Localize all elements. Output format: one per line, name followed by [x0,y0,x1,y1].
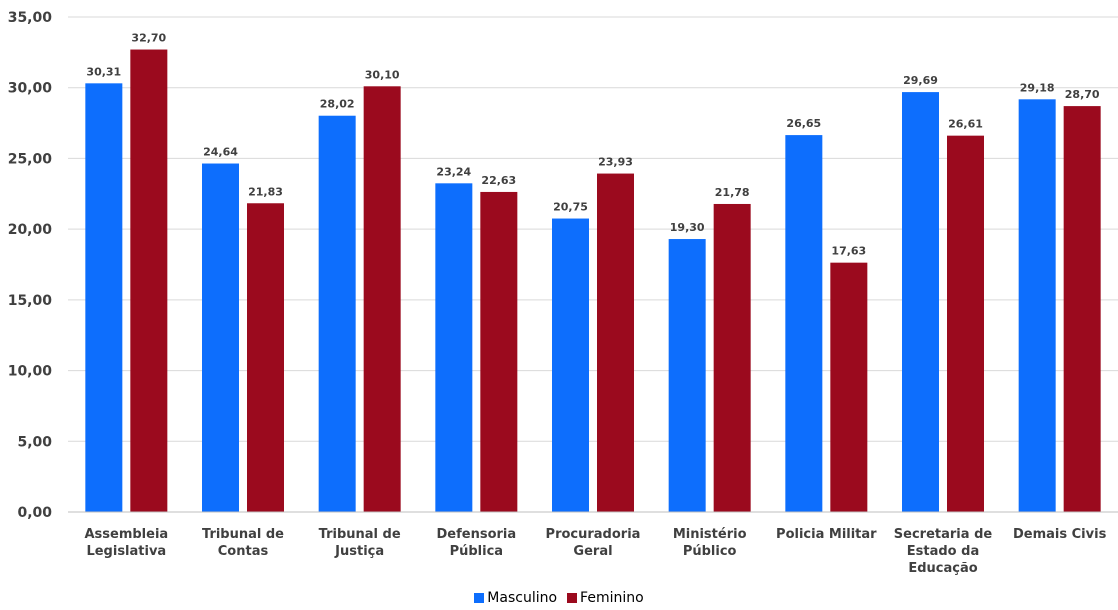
bar-masculino-2 [318,115,356,513]
x-tick-label: Demais Civis [1013,527,1107,542]
data-label-masculino-1: 24,64 [203,146,238,159]
bar-masculino-1 [202,163,239,512]
bar-masculino-4 [552,218,589,513]
data-label-masculino-8: 29,18 [1020,81,1055,94]
data-label-masculino-6: 26,65 [786,117,821,130]
data-label-feminino-3: 22,63 [481,174,516,187]
data-label-feminino-1: 21,83 [248,185,283,198]
bar-feminino-3 [480,191,518,512]
data-label-feminino-5: 21,78 [715,186,750,199]
bar-feminino-7 [947,135,984,512]
data-label-masculino-5: 19,30 [670,221,705,234]
y-tick-label: 15,00 [8,293,53,309]
bar-masculino-7 [902,92,939,512]
data-label-feminino-6: 17,63 [831,245,866,258]
x-tick-label: Policia Militar [776,527,877,542]
y-tick-label: 10,00 [8,364,53,380]
legend-swatch-masculino [474,593,485,603]
y-tick-label: 30,00 [8,81,53,97]
bar-feminino-6 [830,262,868,512]
bar-masculino-0 [85,83,123,512]
bar-masculino-5 [668,239,706,513]
x-tick-label: Assembleia Legislativa [84,527,168,559]
data-label-masculino-3: 23,24 [436,165,471,178]
bar-masculino-8 [1018,99,1056,512]
legend: Masculino Feminino [0,590,1118,606]
data-label-feminino-4: 23,93 [598,156,633,169]
bar-chart: 0,00 5,00 10,00 15,00 20,00 25,00 30,00 35,00 30… [8,10,1118,576]
data-label-masculino-4: 20,75 [553,201,588,214]
y-tick-label: 0,00 [17,505,52,521]
y-tick-label: 5,00 [17,434,52,450]
bar-feminino-0 [130,49,168,513]
bar-feminino-4 [597,173,634,512]
data-label-feminino-7: 26,61 [948,118,983,131]
bar-masculino-3 [435,183,473,512]
legend-label-masculino: Masculino [487,590,558,606]
x-tick-label: Tribunal de Justiça [319,527,401,559]
data-label-feminino-2: 30,10 [365,68,400,81]
y-tick-label: 25,00 [8,151,53,167]
bar-feminino-1 [247,203,284,513]
data-label-masculino-2: 28,02 [320,98,355,111]
data-label-masculino-7: 29,69 [903,74,938,87]
y-tick-label: 35,00 [8,10,53,26]
legend-item-masculino: Masculino [474,590,557,606]
bar-feminino-5 [713,203,751,512]
legend-item-feminino: Feminino [567,590,644,606]
bar-feminino-8 [1063,106,1101,512]
data-label-masculino-0: 30,31 [86,65,121,78]
x-tick-label: Tribunal de Contas [202,527,284,559]
bar-masculino-6 [785,135,823,513]
data-label-feminino-8: 28,70 [1065,88,1100,101]
data-label-feminino-0: 32,70 [131,32,166,45]
bar-feminino-2 [363,86,401,513]
x-tick-label: Defensoria Pública [437,527,517,559]
legend-swatch-feminino [567,593,578,603]
legend-label-feminino: Feminino [580,590,644,606]
y-tick-label: 20,00 [8,222,53,238]
x-tick-label: Procuradoria Geral [546,527,641,559]
x-tick-label: Ministério Público [673,527,747,559]
x-tick-label: Secretaria de Estado da Educação [894,527,993,576]
